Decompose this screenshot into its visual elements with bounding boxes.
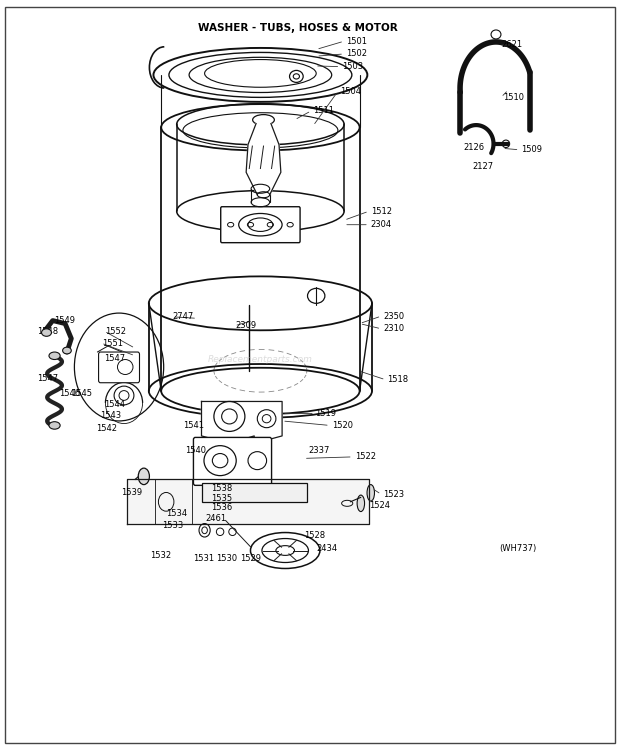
Text: 1528: 1528 [304,531,325,540]
Text: 1519: 1519 [315,409,336,418]
Text: Replacementparts.com: Replacementparts.com [208,355,313,364]
Text: 2747: 2747 [172,312,193,321]
Ellipse shape [42,329,51,336]
Text: 1538: 1538 [211,484,232,493]
Text: 1512: 1512 [371,207,392,216]
Text: 1501: 1501 [346,37,367,46]
Ellipse shape [63,347,71,354]
Text: 1547: 1547 [104,354,125,363]
Text: 1518: 1518 [388,375,409,384]
FancyBboxPatch shape [221,207,300,243]
Polygon shape [202,401,282,443]
Ellipse shape [357,495,365,512]
Text: 1509: 1509 [521,145,542,154]
Text: 2350: 2350 [383,312,404,321]
FancyBboxPatch shape [99,352,140,383]
FancyBboxPatch shape [193,437,272,485]
Text: 1520: 1520 [332,421,353,430]
Ellipse shape [49,352,60,360]
Text: 1551: 1551 [102,339,123,348]
Text: 1533: 1533 [162,521,184,530]
Ellipse shape [367,485,374,501]
Polygon shape [246,124,281,195]
Text: 1548: 1548 [37,327,58,336]
Text: 1523: 1523 [383,490,404,499]
Text: 1530: 1530 [216,554,237,562]
Ellipse shape [49,422,60,429]
Text: 1510: 1510 [503,93,525,102]
Text: 1545: 1545 [71,389,92,398]
Text: 2310: 2310 [383,324,404,333]
Text: 1552: 1552 [105,327,126,336]
Text: 1542: 1542 [96,424,117,433]
Text: 1503: 1503 [342,62,363,71]
Text: 2461: 2461 [206,514,227,523]
Text: WASHER - TUBS, HOSES & MOTOR: WASHER - TUBS, HOSES & MOTOR [198,22,397,33]
Text: 1540: 1540 [185,446,206,455]
Text: 1549: 1549 [55,316,76,325]
Text: 1544: 1544 [104,400,125,409]
Text: 1546: 1546 [59,389,80,398]
Text: 1529: 1529 [241,554,262,562]
Text: 1535: 1535 [211,494,232,503]
Text: 2621: 2621 [501,40,522,49]
Text: 1532: 1532 [150,551,171,560]
Text: 1541: 1541 [183,421,204,430]
Text: 1522: 1522 [355,452,376,461]
Text: 1547: 1547 [37,374,58,383]
Text: 1502: 1502 [346,49,367,58]
Text: 1511: 1511 [313,106,334,115]
Text: 2127: 2127 [472,162,494,171]
FancyBboxPatch shape [202,483,307,502]
Text: 1524: 1524 [369,501,390,510]
Ellipse shape [138,468,149,485]
Text: 1543: 1543 [100,411,122,420]
Polygon shape [127,479,369,524]
Text: 1536: 1536 [211,503,232,512]
Text: 1534: 1534 [166,509,187,518]
Text: 2309: 2309 [236,321,257,330]
Text: 2126: 2126 [464,143,485,152]
Text: 2337: 2337 [309,446,330,455]
Text: 1531: 1531 [193,554,215,562]
Text: 2304: 2304 [371,220,392,229]
Text: (WH737): (WH737) [499,544,536,553]
Text: 1504: 1504 [340,87,361,96]
Text: 2434: 2434 [316,544,337,553]
Text: 1539: 1539 [121,488,142,497]
